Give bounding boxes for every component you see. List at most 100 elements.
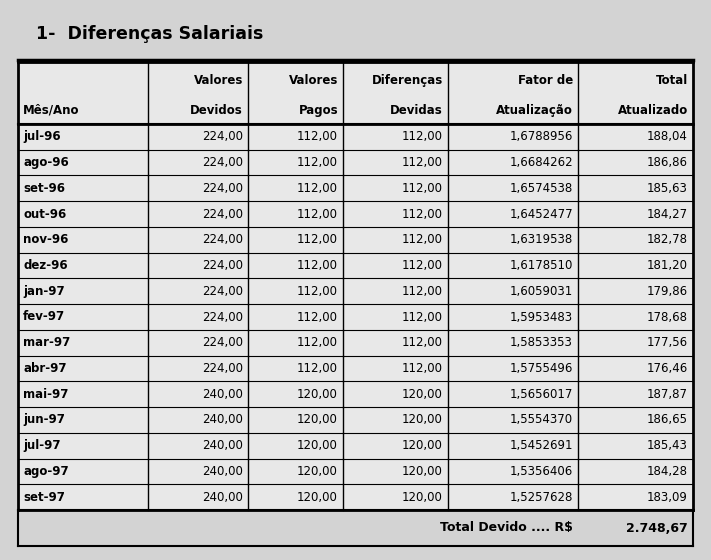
Text: Total Devido .... R$: Total Devido .... R$ [440,521,573,534]
Text: 179,86: 179,86 [647,285,688,298]
Text: 1,5853353: 1,5853353 [510,336,573,349]
Bar [18,253,693,278]
Text: 224,00: 224,00 [202,362,243,375]
Text: 224,00: 224,00 [202,234,243,246]
Text: 224,00: 224,00 [202,156,243,169]
Text: Devidos: Devidos [191,104,243,117]
Text: 224,00: 224,00 [202,182,243,195]
Bar [18,227,693,253]
Bar [18,62,693,124]
Text: Mês/Ano: Mês/Ano [23,104,80,117]
Text: 1-  Diferenças Salariais: 1- Diferenças Salariais [36,25,263,43]
Text: 1,5755496: 1,5755496 [510,362,573,375]
Text: 112,00: 112,00 [402,234,443,246]
Text: 1,6319538: 1,6319538 [510,234,573,246]
Text: 1,6684262: 1,6684262 [509,156,573,169]
Text: 1,5554370: 1,5554370 [510,413,573,426]
Bar [18,381,693,407]
Text: 1,5356406: 1,5356406 [510,465,573,478]
Text: 186,65: 186,65 [647,413,688,426]
Text: 224,00: 224,00 [202,310,243,324]
Bar [18,8,693,60]
Text: 240,00: 240,00 [202,465,243,478]
Text: 188,04: 188,04 [647,130,688,143]
Text: 240,00: 240,00 [202,439,243,452]
Text: jul-96: jul-96 [23,130,60,143]
Text: 240,00: 240,00 [202,413,243,426]
Text: ago-96: ago-96 [23,156,69,169]
Text: 184,27: 184,27 [647,208,688,221]
Text: 112,00: 112,00 [297,156,338,169]
Text: mai-97: mai-97 [23,388,68,401]
Text: 112,00: 112,00 [402,336,443,349]
Text: 2.748,67: 2.748,67 [626,521,688,534]
Text: 224,00: 224,00 [202,336,243,349]
Text: 112,00: 112,00 [297,234,338,246]
Text: 120,00: 120,00 [402,491,443,503]
Text: 178,68: 178,68 [647,310,688,324]
Text: 112,00: 112,00 [402,362,443,375]
Text: 186,86: 186,86 [647,156,688,169]
Text: 112,00: 112,00 [297,259,338,272]
Text: fev-97: fev-97 [23,310,65,324]
Text: 112,00: 112,00 [402,310,443,324]
Bar [18,278,693,304]
Text: 224,00: 224,00 [202,208,243,221]
Text: 120,00: 120,00 [297,413,338,426]
Text: 120,00: 120,00 [402,439,443,452]
Text: 112,00: 112,00 [297,336,338,349]
Text: Fator de: Fator de [518,74,573,87]
Text: 185,43: 185,43 [647,439,688,452]
Text: jan-97: jan-97 [23,285,65,298]
Text: 182,78: 182,78 [647,234,688,246]
Text: 112,00: 112,00 [402,130,443,143]
Bar [18,150,693,175]
Bar [18,201,693,227]
Bar [18,304,693,330]
Text: Atualização: Atualização [496,104,573,117]
Text: out-96: out-96 [23,208,66,221]
Text: 224,00: 224,00 [202,285,243,298]
Bar [18,356,693,381]
Text: 224,00: 224,00 [202,259,243,272]
Text: Valores: Valores [193,74,243,87]
Text: 112,00: 112,00 [402,156,443,169]
Text: 177,56: 177,56 [647,336,688,349]
Text: 112,00: 112,00 [402,285,443,298]
Text: Atualizado: Atualizado [618,104,688,117]
Text: mar-97: mar-97 [23,336,70,349]
Text: Devidas: Devidas [390,104,443,117]
Text: 120,00: 120,00 [402,413,443,426]
Text: 1,6178510: 1,6178510 [510,259,573,272]
Text: 1,5953483: 1,5953483 [510,310,573,324]
Text: set-97: set-97 [23,491,65,503]
Text: Valores: Valores [289,74,338,87]
Text: dez-96: dez-96 [23,259,68,272]
Text: 120,00: 120,00 [297,388,338,401]
Text: 184,28: 184,28 [647,465,688,478]
Text: 240,00: 240,00 [202,491,243,503]
Bar [18,330,693,356]
Bar [18,510,693,546]
Text: 187,87: 187,87 [647,388,688,401]
Text: jul-97: jul-97 [23,439,60,452]
Text: 120,00: 120,00 [297,465,338,478]
Text: 120,00: 120,00 [297,491,338,503]
Bar [18,124,693,150]
Text: Total: Total [656,74,688,87]
Text: 112,00: 112,00 [297,285,338,298]
Text: Diferenças: Diferenças [372,74,443,87]
Text: set-96: set-96 [23,182,65,195]
Text: 120,00: 120,00 [297,439,338,452]
Text: 224,00: 224,00 [202,130,243,143]
Text: Pagos: Pagos [299,104,338,117]
Bar [18,175,693,201]
Text: 1,5452691: 1,5452691 [510,439,573,452]
Text: 112,00: 112,00 [297,362,338,375]
Text: 176,46: 176,46 [647,362,688,375]
Text: ago-97: ago-97 [23,465,69,478]
Text: 1,6574538: 1,6574538 [510,182,573,195]
Text: 1,6788956: 1,6788956 [510,130,573,143]
Text: 183,09: 183,09 [647,491,688,503]
Text: 112,00: 112,00 [297,182,338,195]
